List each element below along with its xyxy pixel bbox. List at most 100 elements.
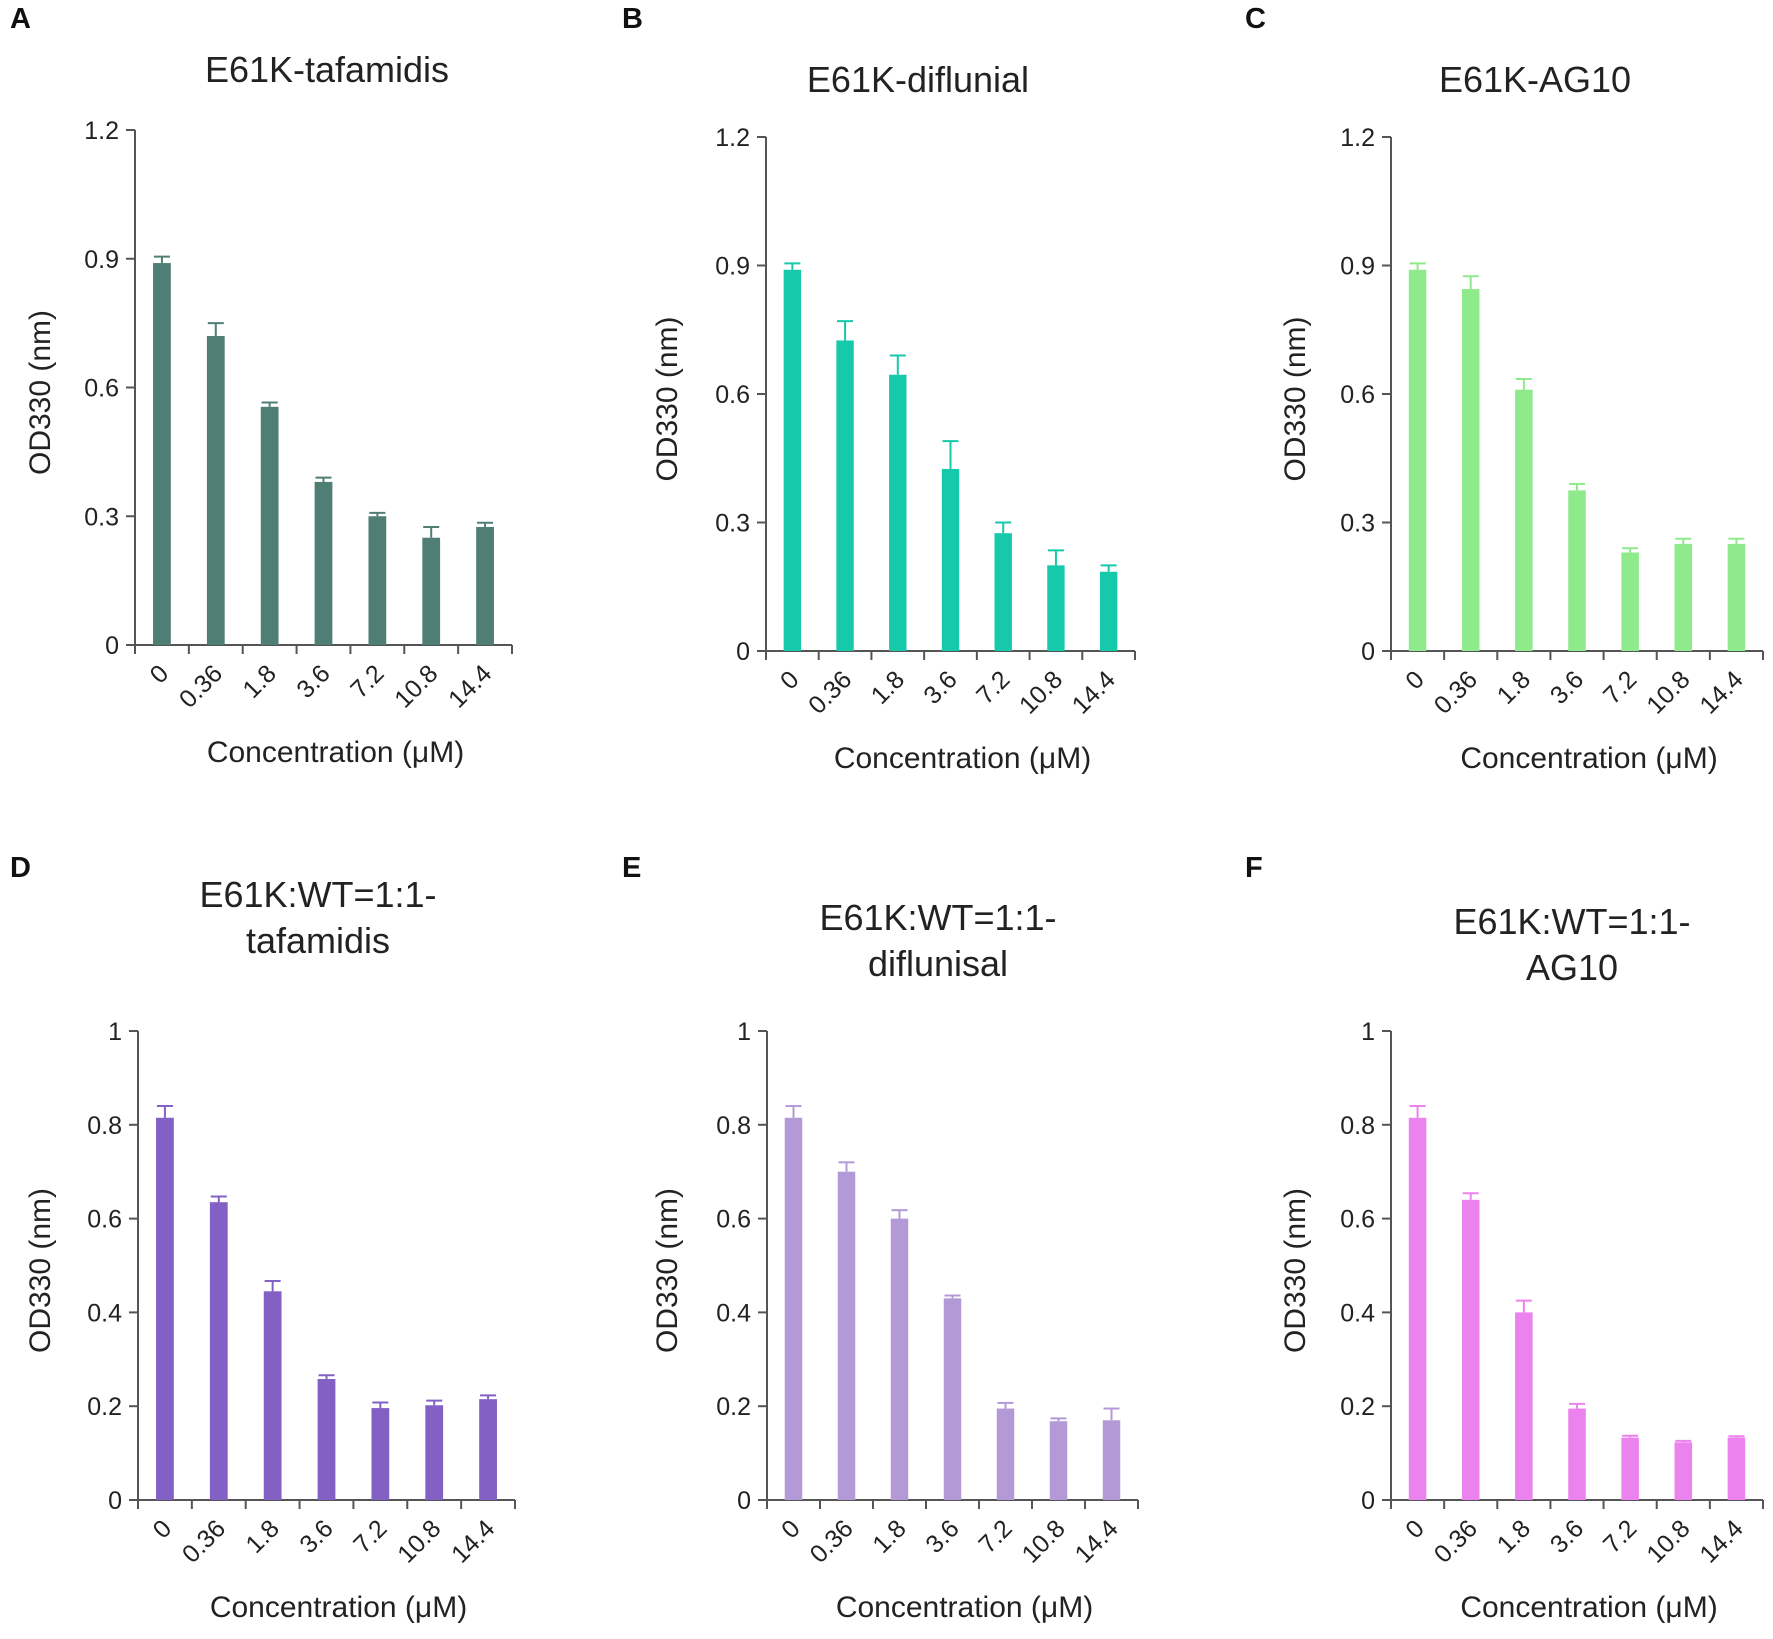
bar-3.6 <box>941 468 960 651</box>
bar-14.4 <box>1099 571 1118 651</box>
panel-letter: C <box>1245 3 1266 35</box>
y-tick-label: 0.6 <box>716 1206 751 1234</box>
y-tick-label: 0 <box>105 632 119 660</box>
y-tick-label: 0.3 <box>1340 510 1375 538</box>
x-tick-label: 0.36 <box>1429 1514 1483 1568</box>
x-tick-label: 3.6 <box>918 665 962 709</box>
bar-14.4 <box>1727 1437 1746 1500</box>
x-tick-label: 0.36 <box>177 1514 231 1568</box>
x-tick-label: 10.8 <box>389 659 443 713</box>
y-tick-label: 0.2 <box>716 1393 751 1421</box>
bar-0 <box>1408 269 1427 651</box>
y-tick-label: 0.4 <box>716 1299 751 1327</box>
y-tick-label: 0 <box>1361 638 1375 666</box>
chart-title-line: E61K:WT=1:1- <box>819 897 1056 938</box>
bar-3.6 <box>1568 1408 1586 1500</box>
y-tick-label: 0.6 <box>1340 1206 1375 1234</box>
y-tick-label: 0.9 <box>84 246 119 274</box>
x-tick-label: 1.8 <box>241 1514 285 1558</box>
panel-letter: B <box>622 3 643 35</box>
x-tick-label: 0.36 <box>805 1514 859 1568</box>
y-axis-label: OD330 (nm) <box>651 316 684 481</box>
chart-title: E61K-AG10 <box>1439 59 1631 100</box>
bar-0 <box>156 1117 174 1500</box>
bar-1.8 <box>263 1291 282 1500</box>
x-tick-label: 7.2 <box>348 1514 392 1558</box>
x-tick-label: 14.4 <box>446 1514 500 1568</box>
y-tick-label: 0.2 <box>87 1393 122 1421</box>
x-axis-label: Concentration (μM) <box>1460 1591 1717 1624</box>
x-tick-label: 3.6 <box>1545 665 1589 709</box>
x-tick-label: 14.4 <box>1694 665 1748 719</box>
y-tick-label: 0.8 <box>716 1112 751 1140</box>
y-tick-label: 0.2 <box>1340 1393 1375 1421</box>
x-tick-label: 14.4 <box>1067 665 1121 719</box>
panel-letter: D <box>10 852 31 884</box>
x-axis-label: Concentration (μM) <box>836 1591 1093 1624</box>
x-tick-label: 1.8 <box>867 1514 911 1558</box>
y-tick-label: 0.3 <box>84 503 119 531</box>
x-tick-label: 3.6 <box>1545 1514 1589 1558</box>
x-tick-label: 7.2 <box>973 1514 1017 1558</box>
x-tick-label: 14.4 <box>443 659 497 713</box>
y-tick-label: 0.4 <box>1340 1299 1375 1327</box>
x-tick-label: 14.4 <box>1694 1514 1748 1568</box>
y-tick-label: 0.9 <box>715 253 750 281</box>
x-tick-label: 10.8 <box>1641 1514 1695 1568</box>
y-axis-label: OD330 (nm) <box>651 1188 684 1353</box>
x-tick-label: 0.36 <box>803 665 857 719</box>
bar-1.8 <box>1515 1312 1533 1500</box>
chart-title: E61K:WT=1:1- diflunisal <box>819 897 1056 984</box>
bar-0.36 <box>836 340 854 651</box>
x-tick-label: 0 <box>1400 665 1430 695</box>
bar-10.8 <box>422 537 441 645</box>
x-axis-label: Concentration (μM) <box>207 736 464 769</box>
x-tick-label: 1.8 <box>1492 665 1536 709</box>
bar-3.6 <box>317 1378 336 1500</box>
bar-0 <box>784 1117 803 1500</box>
y-tick-label: 1.2 <box>84 117 119 145</box>
bar-7.2 <box>371 1408 390 1500</box>
x-tick-label: 0.36 <box>174 659 228 713</box>
y-tick-label: 0.6 <box>87 1206 122 1234</box>
y-tick-label: 0.6 <box>715 381 750 409</box>
chart-title-line: AG10 <box>1526 947 1618 988</box>
bar-0 <box>153 263 171 645</box>
x-tick-label: 3.6 <box>920 1514 964 1558</box>
bar-3.6 <box>314 481 333 645</box>
x-tick-label: 0 <box>1400 1514 1430 1544</box>
bar-1.8 <box>890 1218 909 1500</box>
y-tick-label: 0 <box>108 1487 122 1515</box>
x-tick-label: 7.2 <box>971 665 1015 709</box>
bar-7.2 <box>994 533 1012 651</box>
x-axis-label: Concentration (μM) <box>834 742 1091 775</box>
chart-title: E61K-diflunial <box>807 59 1029 100</box>
chart-title: E61K-tafamidis <box>205 49 449 90</box>
bar-10.8 <box>1674 1442 1693 1500</box>
y-tick-label: 1 <box>1361 1018 1375 1046</box>
y-axis-label: OD330 (nm) <box>24 1188 57 1353</box>
y-tick-label: 0.9 <box>1340 253 1375 281</box>
bar-10.8 <box>425 1405 444 1500</box>
chart-title-line: tafamidis <box>246 920 390 961</box>
x-tick-label: 0 <box>775 665 805 695</box>
bar-0.36 <box>209 1202 228 1500</box>
y-tick-label: 1 <box>108 1018 122 1046</box>
bar-0.36 <box>206 336 225 645</box>
bar-1.8 <box>889 374 907 651</box>
bar-14.4 <box>479 1399 497 1500</box>
x-axis-label: Concentration (μM) <box>210 1591 467 1624</box>
chart-title: E61K:WT=1:1- AG10 <box>1453 901 1690 988</box>
chart-title-line: diflunisal <box>868 943 1008 984</box>
x-tick-label: 3.6 <box>291 659 335 703</box>
x-tick-label: 0 <box>145 659 175 689</box>
bar-3.6 <box>1568 490 1586 651</box>
chart-panel-e: EE61K:WT=1:1-diflunisal00.20.40.60.8100.… <box>622 852 1139 1624</box>
bar-10.8 <box>1049 1421 1068 1500</box>
x-tick-label: 7.2 <box>1598 665 1642 709</box>
y-tick-label: 0.3 <box>715 510 750 538</box>
